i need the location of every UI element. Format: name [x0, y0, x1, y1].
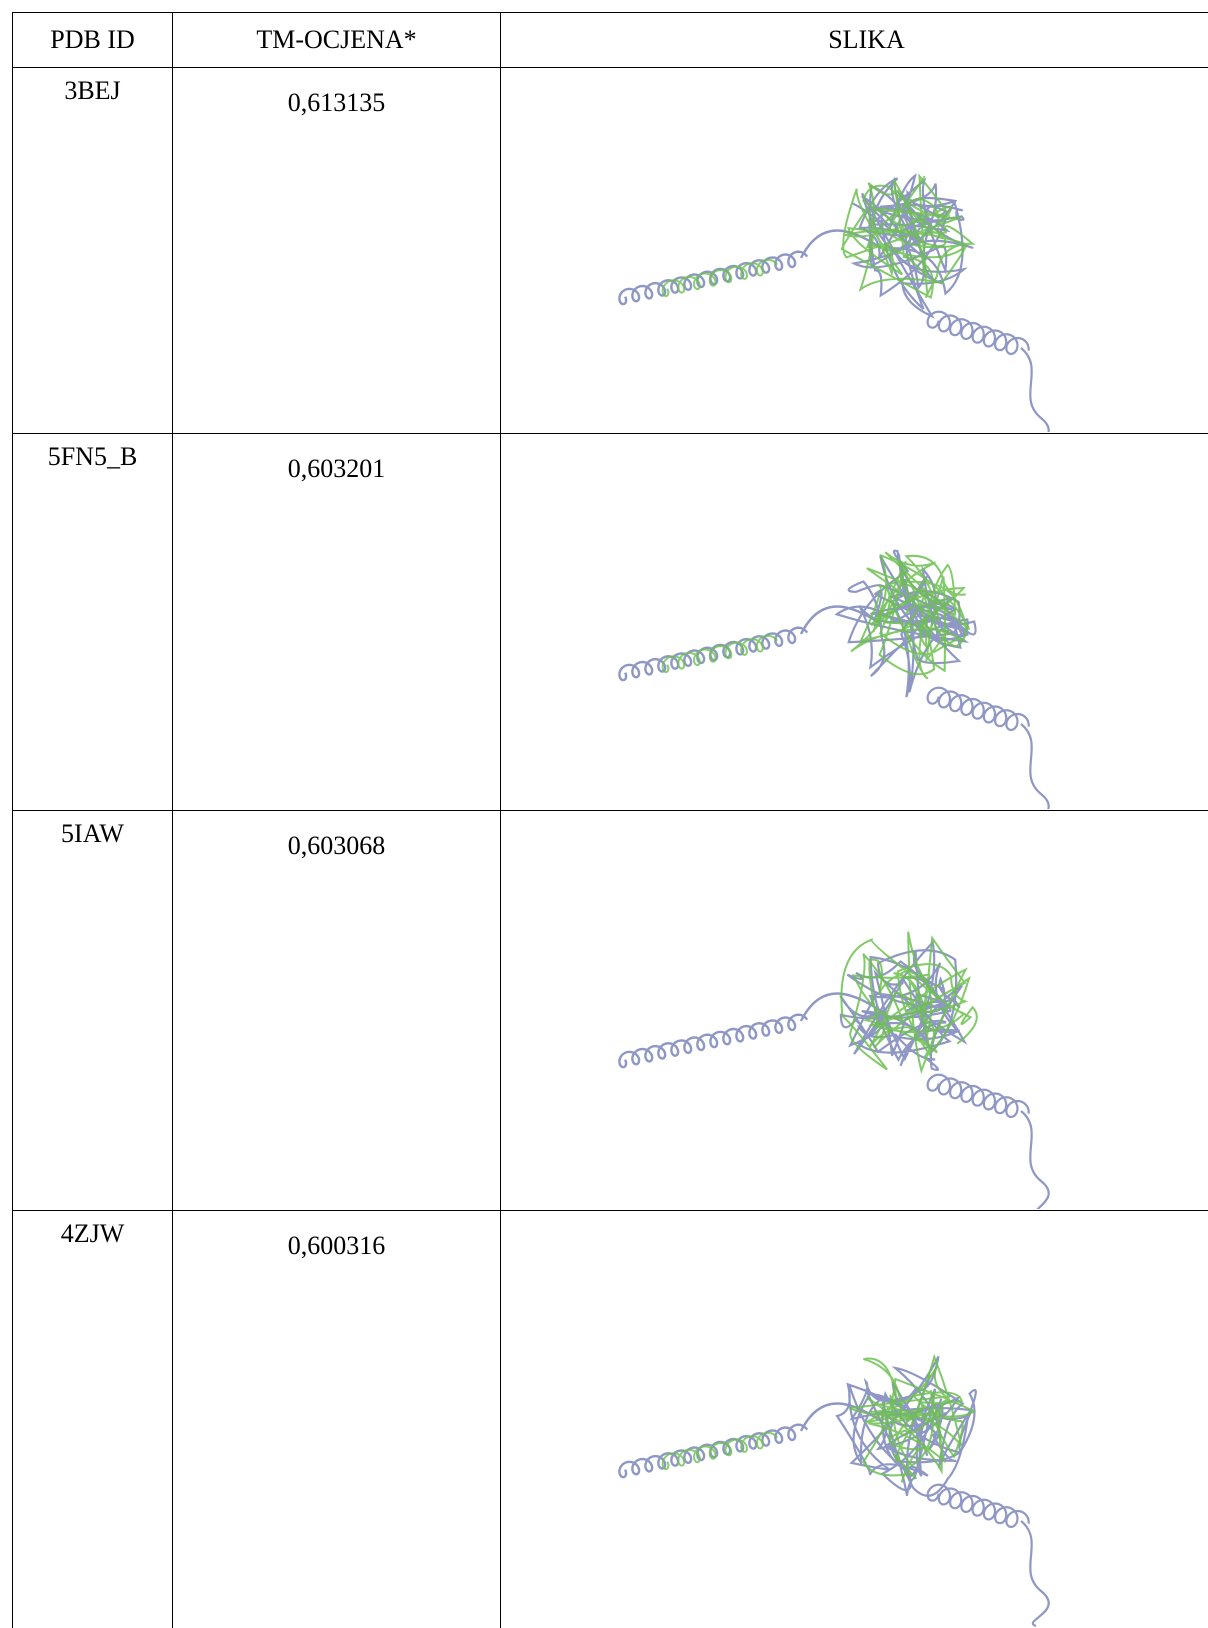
backbone — [926, 310, 1030, 355]
backbone — [1020, 723, 1050, 809]
pdb-id: 5FN5_B — [12, 433, 173, 811]
backbone — [661, 634, 778, 673]
table-row: 4ZJW 0,600316 — [12, 1210, 1208, 1628]
backbone — [926, 1073, 1030, 1118]
protein-structure — [618, 549, 1050, 809]
header-row: PDB ID TM-OCJENA* SLIKA — [12, 12, 1208, 68]
backbone — [1020, 347, 1050, 432]
table-row: 5FN5_B 0,603201 — [12, 433, 1208, 811]
image-cell — [500, 1210, 1208, 1628]
backbone — [850, 551, 971, 680]
backbone — [840, 931, 978, 1075]
backbone — [839, 940, 968, 1072]
pdb-id: 5IAW — [12, 810, 173, 1211]
table-row: 5IAW 0,603068 — [12, 810, 1208, 1211]
backbone — [661, 1431, 778, 1470]
backbone — [1020, 1110, 1050, 1209]
backbone — [926, 686, 1030, 731]
tm-score: 0,603201 — [172, 433, 501, 811]
table-body: 3BEJ 0,613135 5FN5_B 0,603201 5IAW 0,603068 4Z… — [12, 67, 1208, 1628]
header-cell: SLIKA — [500, 12, 1208, 68]
protein-structure — [618, 931, 1050, 1209]
table-row: 3BEJ 0,613135 — [12, 67, 1208, 434]
image-cell — [500, 810, 1208, 1211]
backbone — [618, 1013, 809, 1069]
backbone — [799, 1402, 882, 1432]
results-table: PDB ID TM-OCJENA* SLIKA 3BEJ 0,613135 5FN5… — [12, 12, 1208, 1628]
pdb-id: 4ZJW — [12, 1210, 173, 1628]
table-head: PDB ID TM-OCJENA* SLIKA — [12, 12, 1208, 68]
protein-structure — [618, 173, 1050, 432]
backbone — [926, 1483, 1030, 1528]
header-cell: TM-OCJENA* — [172, 12, 501, 68]
header-cell: PDB ID — [12, 12, 173, 68]
tm-score: 0,613135 — [172, 67, 501, 434]
backbone — [840, 173, 976, 299]
pdb-id: 3BEJ — [12, 67, 173, 434]
backbone — [1020, 1520, 1050, 1628]
backbone — [849, 1353, 976, 1483]
protein-structure — [618, 1353, 1050, 1628]
tm-score: 0,603068 — [172, 810, 501, 1211]
image-cell — [500, 67, 1208, 434]
backbone — [661, 258, 778, 297]
image-cell — [500, 433, 1208, 811]
tm-score: 0,600316 — [172, 1210, 501, 1628]
backbone — [835, 1355, 977, 1497]
